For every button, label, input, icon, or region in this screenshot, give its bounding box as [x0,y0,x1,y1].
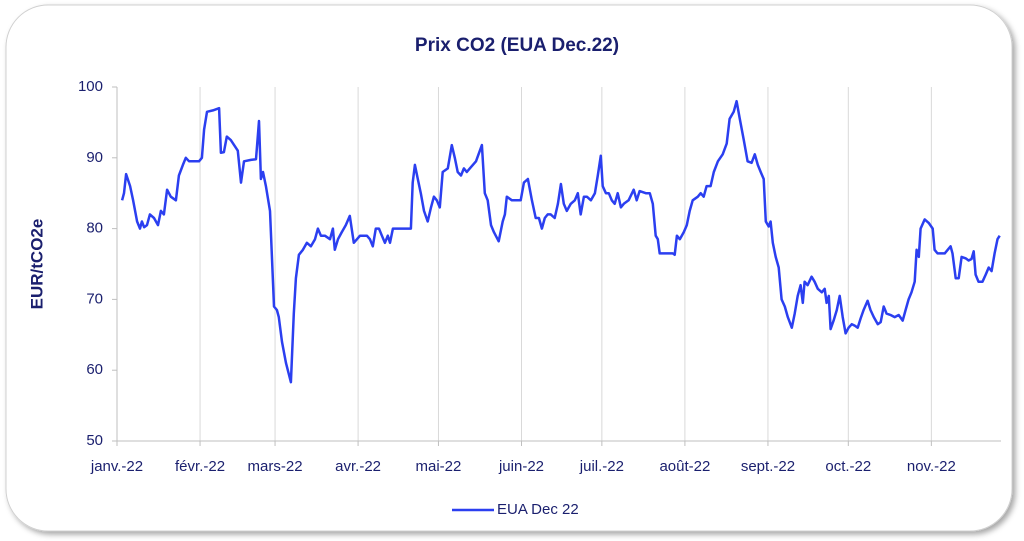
x-tick-label: janv.-22 [90,458,143,475]
x-tick-label: sept.-22 [741,458,795,475]
y-tick-label: 50 [86,432,103,449]
x-tick-label: avr.-22 [335,458,381,475]
x-tick-label: oct.-22 [825,458,871,475]
x-tick-label: mai-22 [416,458,462,475]
x-tick-label: juil.-22 [579,458,624,475]
chart-title: Prix CO2 (EUA Dec.22) [415,35,619,56]
y-tick-label: 70 [86,290,103,307]
y-tick-label: 60 [86,361,103,378]
x-tick-label: août-22 [659,458,710,475]
x-tick-label: nov.-22 [907,458,956,475]
y-tick-label: 90 [86,149,103,166]
legend-label: EUA Dec 22 [497,501,579,518]
x-tick-label: févr.-22 [175,458,225,475]
x-tick-label: juin-22 [498,458,544,475]
y-axis-label: EUR/tCO2e [27,219,46,310]
data-line [120,99,1001,384]
x-tick-label: mars-22 [248,458,303,475]
y-tick-label: 100 [78,78,103,95]
chart-frame [5,4,1013,532]
y-tick-label: 80 [86,220,103,237]
